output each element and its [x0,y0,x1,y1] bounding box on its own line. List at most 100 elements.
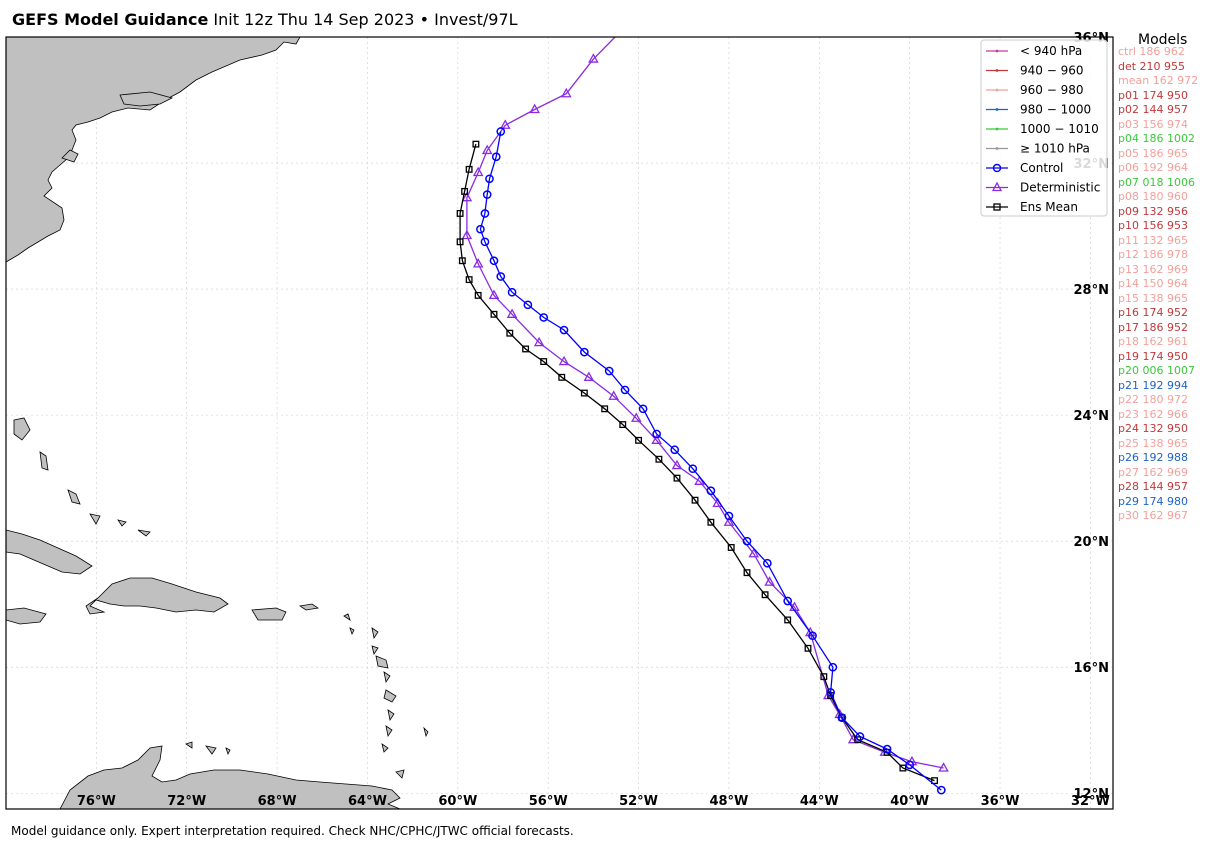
control-track-point [491,152,501,162]
model-entry: p28 144 957 [1118,480,1188,493]
land-south-america [59,745,401,809]
legend-item: Ens Mean [986,200,1078,214]
model-entry: p22 180 972 [1118,393,1188,406]
control-track-point [620,385,630,395]
legend-label: Deterministic [1020,181,1100,195]
control-track-point [539,313,549,322]
model-entry: mean 162 972 [1118,74,1199,87]
control-track-point [724,511,734,521]
deterministic-track-point [533,336,545,347]
deterministic-track-point [938,762,949,772]
deterministic-track-point [694,475,705,485]
lat-tick-label: 12°N [1074,787,1109,802]
model-entry: p15 138 965 [1118,291,1188,305]
deterministic-track-point [499,119,511,129]
axis-labels: 76°W 72°W 68°W 64°W 60°W 56°W 52°W 48°W 44°W 40°W… [77,31,1110,809]
deterministic-track-point [612,37,624,38]
mean-track-point [743,569,751,577]
model-entry: p16 174 952 [1118,306,1188,319]
legend-label: Control [1020,161,1063,175]
model-entry: ctrl 186 962 [1118,45,1185,58]
control-track-point [559,325,569,335]
deterministic-track-point [723,516,735,526]
deterministic-track-point [558,355,570,366]
legend-item: Deterministic [986,181,1100,195]
deterministic-track-point [764,576,775,586]
lat-tick-label: 16°N [1074,661,1109,676]
mean-track-point [899,764,907,772]
mean-track-point [784,616,792,624]
mean-track-point [558,373,566,381]
model-entry: p11 132 965 [1118,233,1188,247]
model-entry: det 210 955 [1118,59,1186,73]
mean-track-point [601,405,609,413]
control-track-point [706,486,716,496]
control-track-point [604,366,614,376]
land-long-island [61,149,79,163]
map-title-details: Init 12z Thu 14 Sep 2023 • Invest/97L [208,10,518,29]
legend-label: 940 − 960 [1020,64,1084,78]
deterministic-track-line [466,37,944,769]
land-aruba-curacao [185,741,231,756]
control-track-point [523,300,533,310]
legend-marker [995,88,999,92]
model-entry: p20 006 1007 [1118,364,1195,377]
lon-tick-label: 32°W [1071,794,1110,809]
model-entry: p09 132 956 [1118,204,1188,218]
land-lesser-antilles [298,603,429,753]
legend-label: 1000 − 1010 [1020,122,1099,136]
mean-track-point [804,644,812,652]
mean-track-point [458,257,466,265]
control-track-point [826,688,835,697]
deterministic-track-point [671,459,683,470]
lon-tick-label: 68°W [258,794,297,809]
legend-marker [995,69,999,72]
mean-track-point [506,329,514,337]
model-entry: p01 174 950 [1118,88,1188,102]
control-track-point [855,732,865,741]
lat-tick-label: 20°N [1074,535,1109,550]
control-track-line [479,131,942,791]
legend-item: 960 − 980 [986,83,1084,97]
deterministic-track-point [472,166,484,177]
mean-track-point [727,544,735,551]
model-entry: p24 132 950 [1118,422,1188,435]
land-trinidad [395,769,405,779]
legend: < 940 hPa 940 − 960 960 − 980 980 − 1000 100… [980,39,1108,217]
deterministic-track-point [651,434,662,444]
control-track-point [936,785,946,795]
control-track-point [496,272,506,281]
mean-track-point [474,291,482,299]
mean-track-point [691,496,699,504]
models-heading: Models [1138,32,1188,48]
model-entry: p29 174 980 [1118,494,1188,508]
mean-track-point [655,455,663,463]
model-entry: p03 156 974 [1118,117,1188,131]
lon-tick-label: 44°W [800,794,839,809]
lon-tick-label: 40°W [890,794,929,809]
control-track-point [496,127,506,136]
model-list: ctrl 186 962 det 210 955 mean 162 972 p01 1… [1118,45,1198,524]
lon-tick-label: 76°W [77,794,116,809]
land-nova-scotia [119,91,174,107]
mean-track-point [461,187,469,195]
control-track-point [783,596,793,606]
legend-item: 980 − 1000 [986,103,1091,117]
map-frame [5,36,1114,810]
model-entry: p05 186 965 [1118,146,1188,160]
land-north-america [6,37,301,263]
model-entry: p17 186 952 [1118,320,1188,334]
deterministic-track-point [608,390,620,400]
deterministic-track-point [506,308,518,318]
model-entry: p10 156 953 [1118,219,1188,232]
control-track-point [482,190,492,199]
control-track-point [652,429,661,439]
control-track-point [808,631,817,641]
model-entry: p12 186 978 [1118,248,1188,261]
control-track-point [638,404,648,414]
legend-item: Control [986,161,1063,175]
legend-frame [980,39,1108,217]
control-track [476,127,946,795]
deterministic-track-point [472,258,484,268]
land-hispaniola [85,577,229,615]
